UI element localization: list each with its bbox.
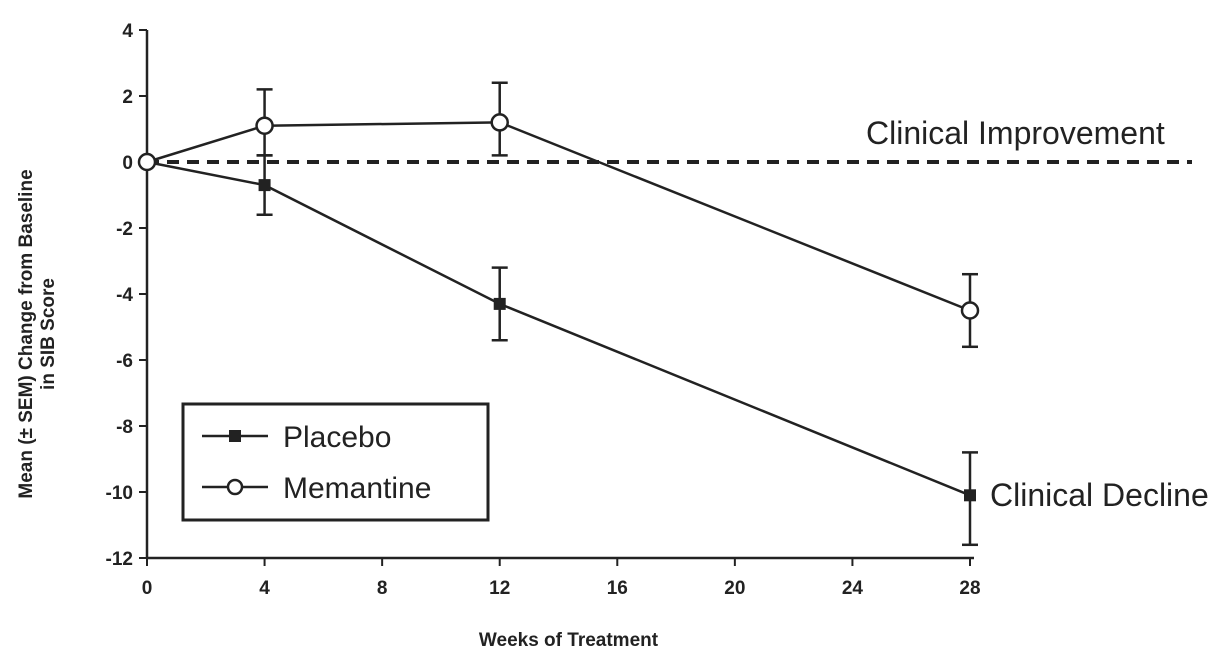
- annotation-clinical-improvement: Clinical Improvement: [866, 115, 1165, 151]
- data-point-memantine: [960, 301, 980, 320]
- x-tick-label: 20: [724, 578, 745, 599]
- x-tick-label: 28: [959, 578, 980, 599]
- annotation-clinical-decline: Clinical Decline: [990, 477, 1209, 513]
- x-axis-title: Weeks of Treatment: [479, 630, 659, 651]
- data-point-placebo: [964, 489, 976, 502]
- annotation-layer: Clinical Improvement Clinical Decline: [866, 115, 1209, 513]
- y-tick-label: 2: [122, 87, 133, 108]
- x-tick-label: 8: [377, 578, 388, 599]
- legend-placebo-label: Placebo: [283, 421, 391, 454]
- legend-box: [181, 402, 490, 522]
- data-point-placebo: [258, 179, 271, 192]
- series-memantine: [137, 81, 980, 349]
- y-axis-title-line: in SIB Score: [38, 278, 59, 390]
- y-axis-title-line: Mean (± SEM) Change from Baseline: [16, 169, 37, 498]
- y-tick-label: -6: [116, 351, 133, 372]
- series-line-memantine: [146, 121, 971, 312]
- data-point-memantine: [255, 116, 274, 135]
- series-layer: [137, 81, 980, 547]
- data-point-memantine: [490, 113, 509, 132]
- y-tick-label: -8: [116, 417, 133, 438]
- legend: Placebo Memantine: [181, 402, 490, 522]
- y-tick-label: 0: [122, 153, 133, 174]
- legend-memantine-marker: [226, 478, 244, 496]
- x-tick-label: 4: [259, 578, 270, 599]
- y-tick-label: -12: [106, 549, 133, 570]
- x-tick-label: 16: [607, 578, 628, 599]
- y-tick-label: 4: [122, 21, 133, 42]
- x-tick-label: 24: [842, 578, 864, 599]
- x-tick-label: 12: [489, 578, 510, 599]
- data-point-placebo: [493, 297, 506, 310]
- y-tick-label: -4: [116, 285, 133, 306]
- x-tick-label: 0: [142, 578, 153, 599]
- y-tick-label: -10: [106, 483, 133, 504]
- legend-memantine-label: Memantine: [283, 472, 431, 505]
- y-tick-label: -2: [116, 219, 133, 240]
- series-line-placebo: [146, 160, 971, 497]
- data-point-memantine: [137, 152, 157, 172]
- legend-placebo-marker: [229, 430, 241, 442]
